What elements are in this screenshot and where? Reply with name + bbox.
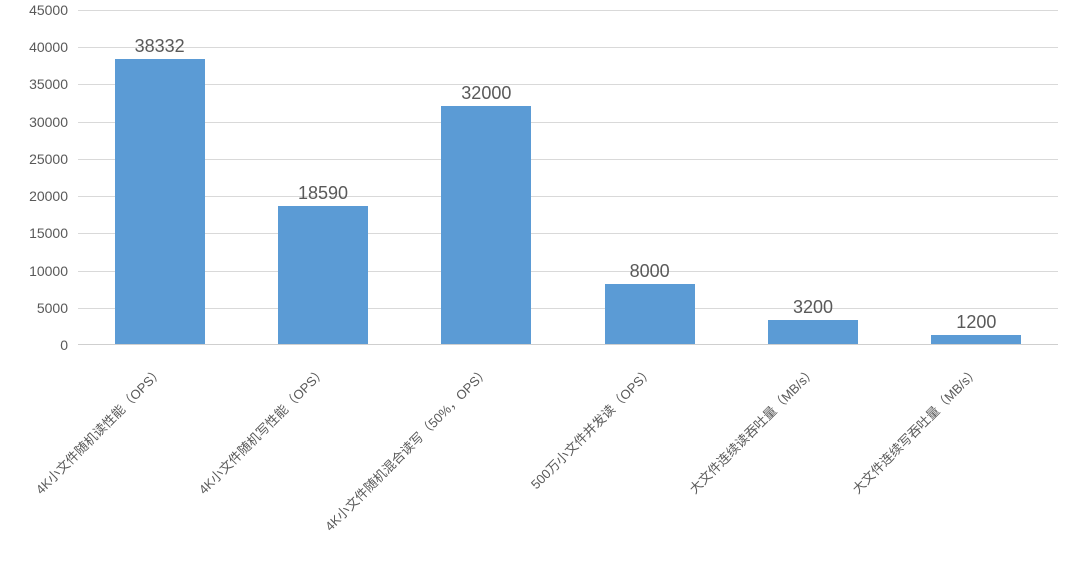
bar [931,335,1021,344]
bar [605,284,695,344]
y-axis-tick-label: 30000 [0,114,68,130]
bar-value-label: 1200 [956,312,996,333]
gridline [78,84,1058,85]
gridline [78,233,1058,234]
y-axis-tick-label: 25000 [0,151,68,167]
plot-area [78,10,1058,345]
x-axis-tick-label: 4K小文件随机混合读写（50%，OPS） [320,362,493,535]
gridline [78,122,1058,123]
bar [441,106,531,344]
gridline [78,308,1058,309]
gridline [78,47,1058,48]
y-axis-tick-label: 40000 [0,39,68,55]
gridline [78,159,1058,160]
gridline [78,271,1058,272]
bar-value-label: 3200 [793,297,833,318]
y-axis-tick-label: 0 [0,337,68,353]
bar [768,320,858,344]
bar [115,59,205,344]
y-axis-tick-label: 35000 [0,76,68,92]
x-axis-tick-label: 大文件连续读吞吐量（MB/s） [684,362,819,497]
x-axis-tick-label: 大文件连续写吞吐量（MB/s） [848,362,983,497]
y-axis-tick-label: 10000 [0,263,68,279]
gridline [78,196,1058,197]
bar [278,206,368,344]
gridline [78,10,1058,11]
x-axis-tick-label: 4K小文件随机写性能（OPS） [194,362,330,498]
y-axis-tick-label: 15000 [0,225,68,241]
bar-value-label: 32000 [461,83,511,104]
bar-value-label: 8000 [630,261,670,282]
y-axis-tick-label: 5000 [0,300,68,316]
bar-value-label: 18590 [298,183,348,204]
y-axis-tick-label: 20000 [0,188,68,204]
performance-bar-chart: 0 5000 10000 15000 20000 25000 30000 35000 40000… [0,0,1080,587]
bar-value-label: 38332 [135,36,185,57]
x-axis-tick-label: 500万小文件并发读（OPS） [525,362,656,493]
x-axis-tick-label: 4K小文件随机读性能（OPS） [30,362,166,498]
y-axis-tick-label: 45000 [0,2,68,18]
